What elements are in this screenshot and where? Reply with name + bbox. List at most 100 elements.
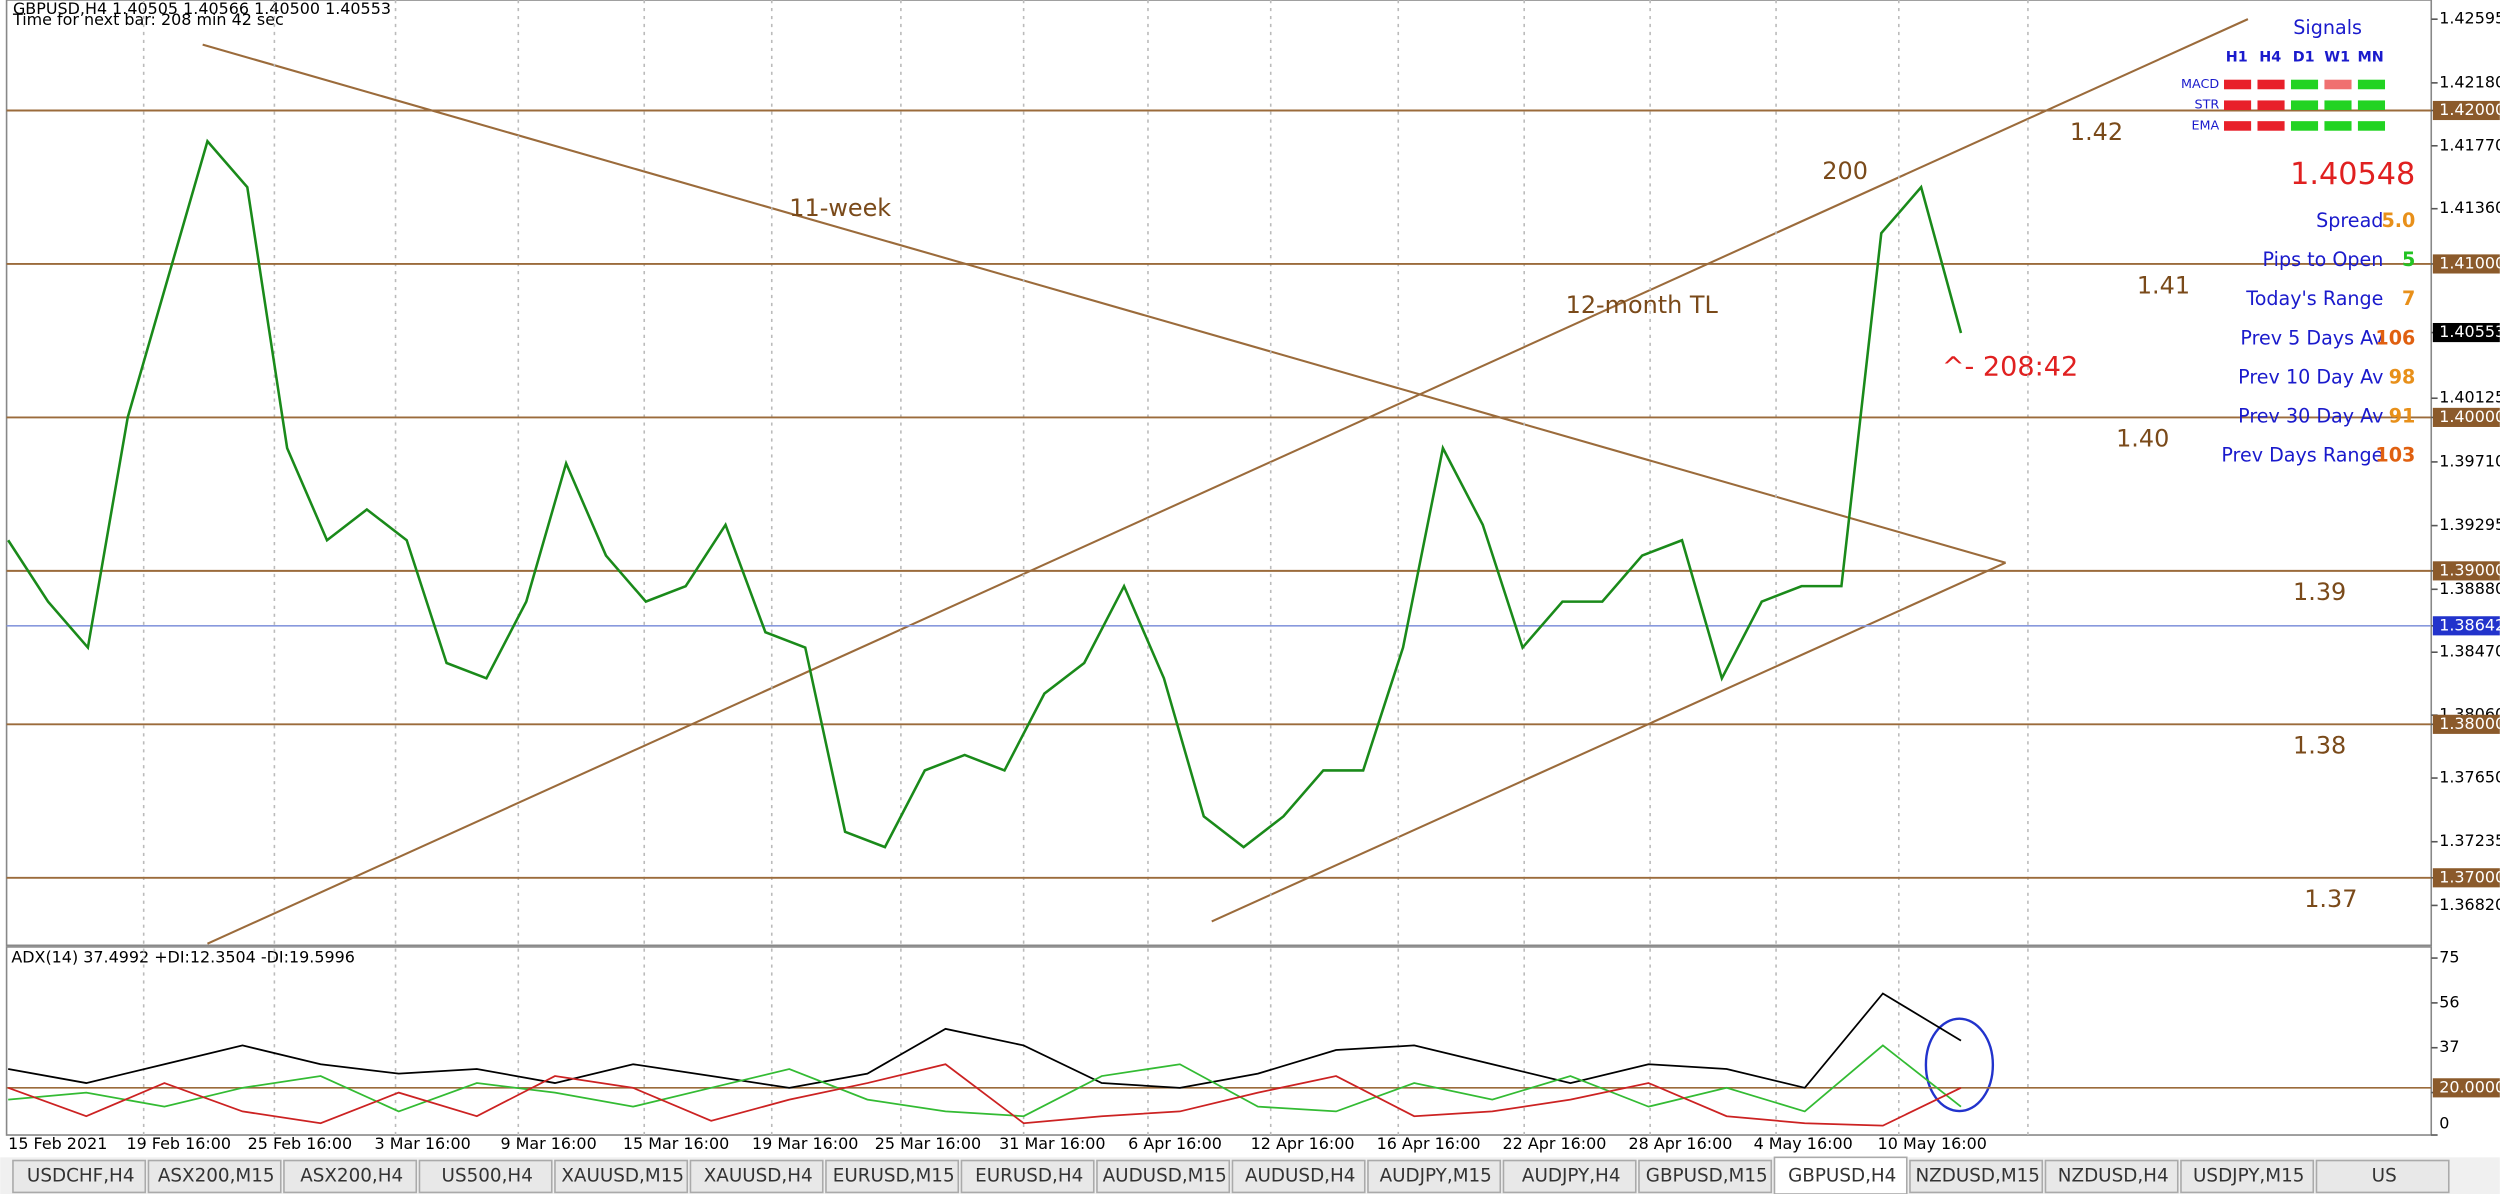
main-frame bbox=[5, 0, 2433, 947]
y-tick-label: 1.40125 bbox=[2439, 388, 2500, 407]
signal-cell bbox=[2224, 121, 2252, 131]
annotation: 11-week bbox=[789, 194, 891, 222]
signal-cell bbox=[2224, 79, 2252, 90]
signal-cell bbox=[2257, 100, 2285, 110]
x-tick-label: 12 Apr 16:00 bbox=[1251, 1134, 1355, 1153]
y-tick-label: 1.42595 bbox=[2439, 9, 2500, 28]
stat-value: 91 bbox=[2389, 404, 2416, 427]
header-symbol: GBPUSD,H4 1.40505 1.40566 1.40500 1.4055… bbox=[13, 0, 391, 18]
tab[interactable] bbox=[2315, 1159, 2450, 1194]
signal-cell bbox=[2257, 121, 2285, 131]
x-tick-label: 16 Apr 16:00 bbox=[1377, 1134, 1481, 1153]
signal-col: D1 bbox=[2293, 49, 2315, 65]
tab-label[interactable]: US500,H4 bbox=[442, 1165, 533, 1186]
current-price: 1.40548 bbox=[2290, 157, 2415, 192]
tab-label[interactable]: NZDUSD,M15 bbox=[1915, 1165, 2040, 1186]
price-highlight bbox=[2432, 714, 2500, 734]
tab[interactable] bbox=[1638, 1159, 1773, 1194]
signal-cell bbox=[2290, 121, 2319, 131]
tab-label[interactable]: US bbox=[2372, 1165, 2397, 1186]
tab-label[interactable]: AUDUSD,H4 bbox=[1245, 1165, 1356, 1186]
tab-label[interactable]: XAUUSD,M15 bbox=[561, 1165, 684, 1186]
tab[interactable] bbox=[1096, 1159, 1231, 1194]
stat-value: 98 bbox=[2389, 365, 2416, 388]
tab[interactable] bbox=[960, 1159, 1095, 1194]
price-highlight bbox=[2432, 561, 2500, 581]
y-tick-label: 1.38000 bbox=[2439, 714, 2500, 733]
tab-label[interactable]: EURUSD,H4 bbox=[975, 1165, 1083, 1186]
adx-label: ADX(14) 37.4992 +DI:12.3504 -DI:19.5996 bbox=[11, 948, 355, 967]
y-tick-label: 1.42000 bbox=[2439, 100, 2500, 119]
price-highlight bbox=[2432, 100, 2500, 121]
y-tick-label: 1.36820 bbox=[2439, 895, 2500, 914]
y-tick-label: 1.40553 bbox=[2439, 322, 2500, 341]
y-tick-label: 1.39295 bbox=[2439, 515, 2500, 534]
tab[interactable] bbox=[1773, 1156, 1908, 1195]
x-tick-label: 15 Mar 16:00 bbox=[623, 1134, 729, 1153]
tab-label[interactable]: AUDUSD,M15 bbox=[1103, 1165, 1227, 1186]
tab[interactable] bbox=[2180, 1159, 2315, 1194]
tab-label[interactable]: ASX200,H4 bbox=[300, 1165, 403, 1186]
tab-label[interactable]: USDCHF,H4 bbox=[27, 1165, 135, 1186]
adx-tick-label: 75 bbox=[2439, 948, 2459, 967]
tab-label[interactable]: AUDJPY,H4 bbox=[1522, 1165, 1621, 1186]
tab-label[interactable]: EURUSD,M15 bbox=[833, 1165, 955, 1186]
signal-col: MN bbox=[2358, 49, 2384, 65]
tab[interactable] bbox=[825, 1159, 960, 1194]
price-highlight bbox=[2432, 407, 2500, 427]
signal-cell bbox=[2324, 121, 2352, 131]
tab[interactable] bbox=[147, 1159, 282, 1194]
level-label: 1.37 bbox=[2304, 885, 2357, 913]
signal-col: H1 bbox=[2226, 49, 2248, 65]
tab[interactable] bbox=[1367, 1159, 1502, 1194]
signal-row: MACD bbox=[2181, 77, 2219, 92]
signal-row: EMA bbox=[2191, 118, 2219, 133]
x-tick-label: 31 Mar 16:00 bbox=[999, 1134, 1105, 1153]
tab-label[interactable]: ASX200,M15 bbox=[158, 1165, 275, 1186]
y-tick-label: 1.42180 bbox=[2439, 72, 2500, 91]
stat-value: 5.0 bbox=[2381, 209, 2415, 232]
y-tick-label: 1.40000 bbox=[2439, 407, 2500, 426]
level-label: 1.41 bbox=[2137, 271, 2190, 299]
tab[interactable] bbox=[2044, 1159, 2179, 1194]
tab[interactable] bbox=[554, 1159, 689, 1194]
tab[interactable] bbox=[689, 1159, 824, 1194]
x-tick-label: 19 Feb 16:00 bbox=[126, 1134, 231, 1153]
stat-label: Prev 10 Day Av bbox=[2238, 365, 2383, 388]
tab-label[interactable]: GBPUSD,M15 bbox=[1646, 1165, 1768, 1186]
signal-col: H4 bbox=[2259, 49, 2281, 65]
tab[interactable] bbox=[1231, 1159, 1366, 1194]
adx-line bbox=[8, 992, 1962, 1089]
price-highlight bbox=[2432, 254, 2500, 274]
tab[interactable] bbox=[1909, 1159, 2044, 1194]
y-tick-label: 1.41360 bbox=[2439, 198, 2500, 217]
tab[interactable] bbox=[418, 1159, 553, 1194]
adx-line bbox=[8, 1044, 1962, 1118]
tab[interactable] bbox=[283, 1159, 418, 1194]
tab[interactable] bbox=[1502, 1159, 1637, 1194]
signals-title: Signals bbox=[2293, 16, 2362, 39]
tab-label[interactable]: XAUUSD,H4 bbox=[704, 1165, 813, 1186]
tab-label[interactable]: NZDUSD,H4 bbox=[2058, 1165, 2169, 1186]
x-tick-label: 28 Apr 16:00 bbox=[1628, 1134, 1732, 1153]
stat-label: Prev 30 Day Av bbox=[2238, 404, 2383, 427]
x-tick-label: 3 Mar 16:00 bbox=[375, 1134, 471, 1153]
tab[interactable] bbox=[12, 1159, 147, 1194]
y-tick-label: 1.41000 bbox=[2439, 253, 2500, 272]
trend-line bbox=[202, 43, 2006, 564]
adx-tick-label: 56 bbox=[2439, 992, 2459, 1011]
level-label: 1.38 bbox=[2293, 732, 2346, 760]
signal-cell bbox=[2324, 79, 2352, 90]
stat-label: Pips to Open bbox=[2263, 248, 2384, 271]
adx-line bbox=[7, 1063, 1962, 1127]
y-tick-label: 1.39710 bbox=[2439, 451, 2500, 470]
tab-label[interactable]: AUDJPY,M15 bbox=[1380, 1165, 1492, 1186]
y-tick-label: 1.37650 bbox=[2439, 768, 2500, 787]
x-tick-label: 22 Apr 16:00 bbox=[1503, 1134, 1607, 1153]
trend-line bbox=[207, 18, 2249, 945]
tab-label[interactable]: GBPUSD,H4 bbox=[1788, 1165, 1896, 1186]
y-tick-label: 1.38642 bbox=[2439, 615, 2500, 634]
tab-label[interactable]: USDJPY,M15 bbox=[2193, 1165, 2304, 1186]
